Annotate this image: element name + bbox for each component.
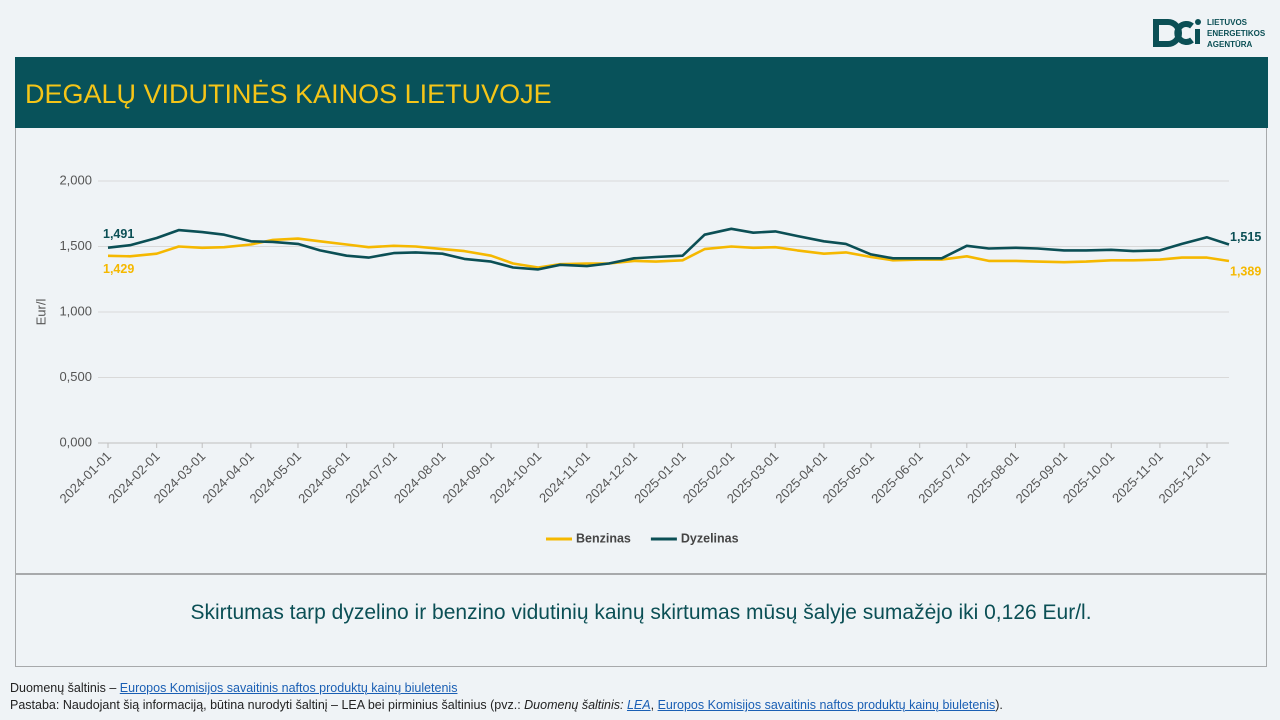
logo-icon <box>1153 19 1201 47</box>
text: Pastaba: Naudojant šią informaciją, būti… <box>10 698 525 712</box>
x-tick-label: 2025-10-01 <box>1060 449 1118 507</box>
logo-text: ENERGETIKOS <box>1207 29 1266 38</box>
y-axis-label: Eur/l <box>33 299 48 326</box>
y-tick-label: 0,500 <box>59 369 92 384</box>
x-tick-label: 2025-08-01 <box>964 449 1022 507</box>
x-tick-label: 2025-07-01 <box>915 449 973 507</box>
series-line <box>107 237 1230 269</box>
logo-text: LIETUVOS <box>1207 18 1248 27</box>
x-tick-label: 2024-07-01 <box>342 449 400 507</box>
note-box: Skirtumas tarp dyzelino ir benzino vidut… <box>15 574 1267 667</box>
y-tick-label: 1,500 <box>59 238 92 253</box>
x-tick-label: 2025-05-01 <box>820 449 878 507</box>
x-tick-label: 2024-01-01 <box>56 449 114 507</box>
remark-line: Pastaba: Naudojant šią informaciją, būti… <box>10 697 1003 714</box>
text: ). <box>995 698 1003 712</box>
footer: Duomenų šaltinis – Europos Komisijos sav… <box>10 680 1003 714</box>
legend-label: Dyzelinas <box>681 531 739 545</box>
y-tick-label: 2,000 <box>59 172 92 187</box>
data-label: 1,515 <box>1230 230 1261 244</box>
chart: Eur/l 0,000 0,500 1,000 1,500 2,000 2024-01-0… <box>33 172 1261 545</box>
x-tick-label: 2025-01-01 <box>631 449 689 507</box>
x-tick-label: 2024-12-01 <box>582 449 640 507</box>
x-tick-label: 2024-08-01 <box>391 449 449 507</box>
x-tick-label: 2025-12-01 <box>1156 449 1214 507</box>
note: Skirtumas tarp dyzelino ir benzino vidut… <box>190 601 1092 624</box>
header: DEGALŲ VIDUTINĖS KAINOS LIETUVOJE <box>15 57 1268 128</box>
text: , <box>650 698 658 712</box>
data-label: 1,429 <box>103 262 134 276</box>
series-line <box>107 227 1230 271</box>
text: Duomenų šaltinis: <box>524 698 627 712</box>
logo: LIETUVOS ENERGETIKOS AGENTŪRA <box>1152 14 1270 54</box>
chart-panel <box>15 128 1267 574</box>
legend-label: Benzinas <box>576 531 631 545</box>
link[interactable]: Europos Komisijos savaitinis naftos prod… <box>657 698 996 712</box>
source-line: Duomenų šaltinis – Europos Komisijos sav… <box>10 680 1003 697</box>
x-tick-label: 2024-10-01 <box>487 449 545 507</box>
data-label: 1,491 <box>103 227 134 241</box>
y-tick-label: 0,000 <box>59 434 92 449</box>
title: DEGALŲ VIDUTINĖS KAINOS LIETUVOJE <box>25 79 552 109</box>
data-label: 1,389 <box>1230 264 1261 278</box>
logo-text: AGENTŪRA <box>1207 40 1253 49</box>
source-link[interactable]: Europos Komisijos savaitinis naftos prod… <box>119 681 458 695</box>
y-tick-label: 1,000 <box>59 303 92 318</box>
text: Duomenų šaltinis – <box>10 681 120 695</box>
x-tick-label: 2024-05-01 <box>246 449 304 507</box>
link[interactable]: LEA <box>626 698 651 712</box>
